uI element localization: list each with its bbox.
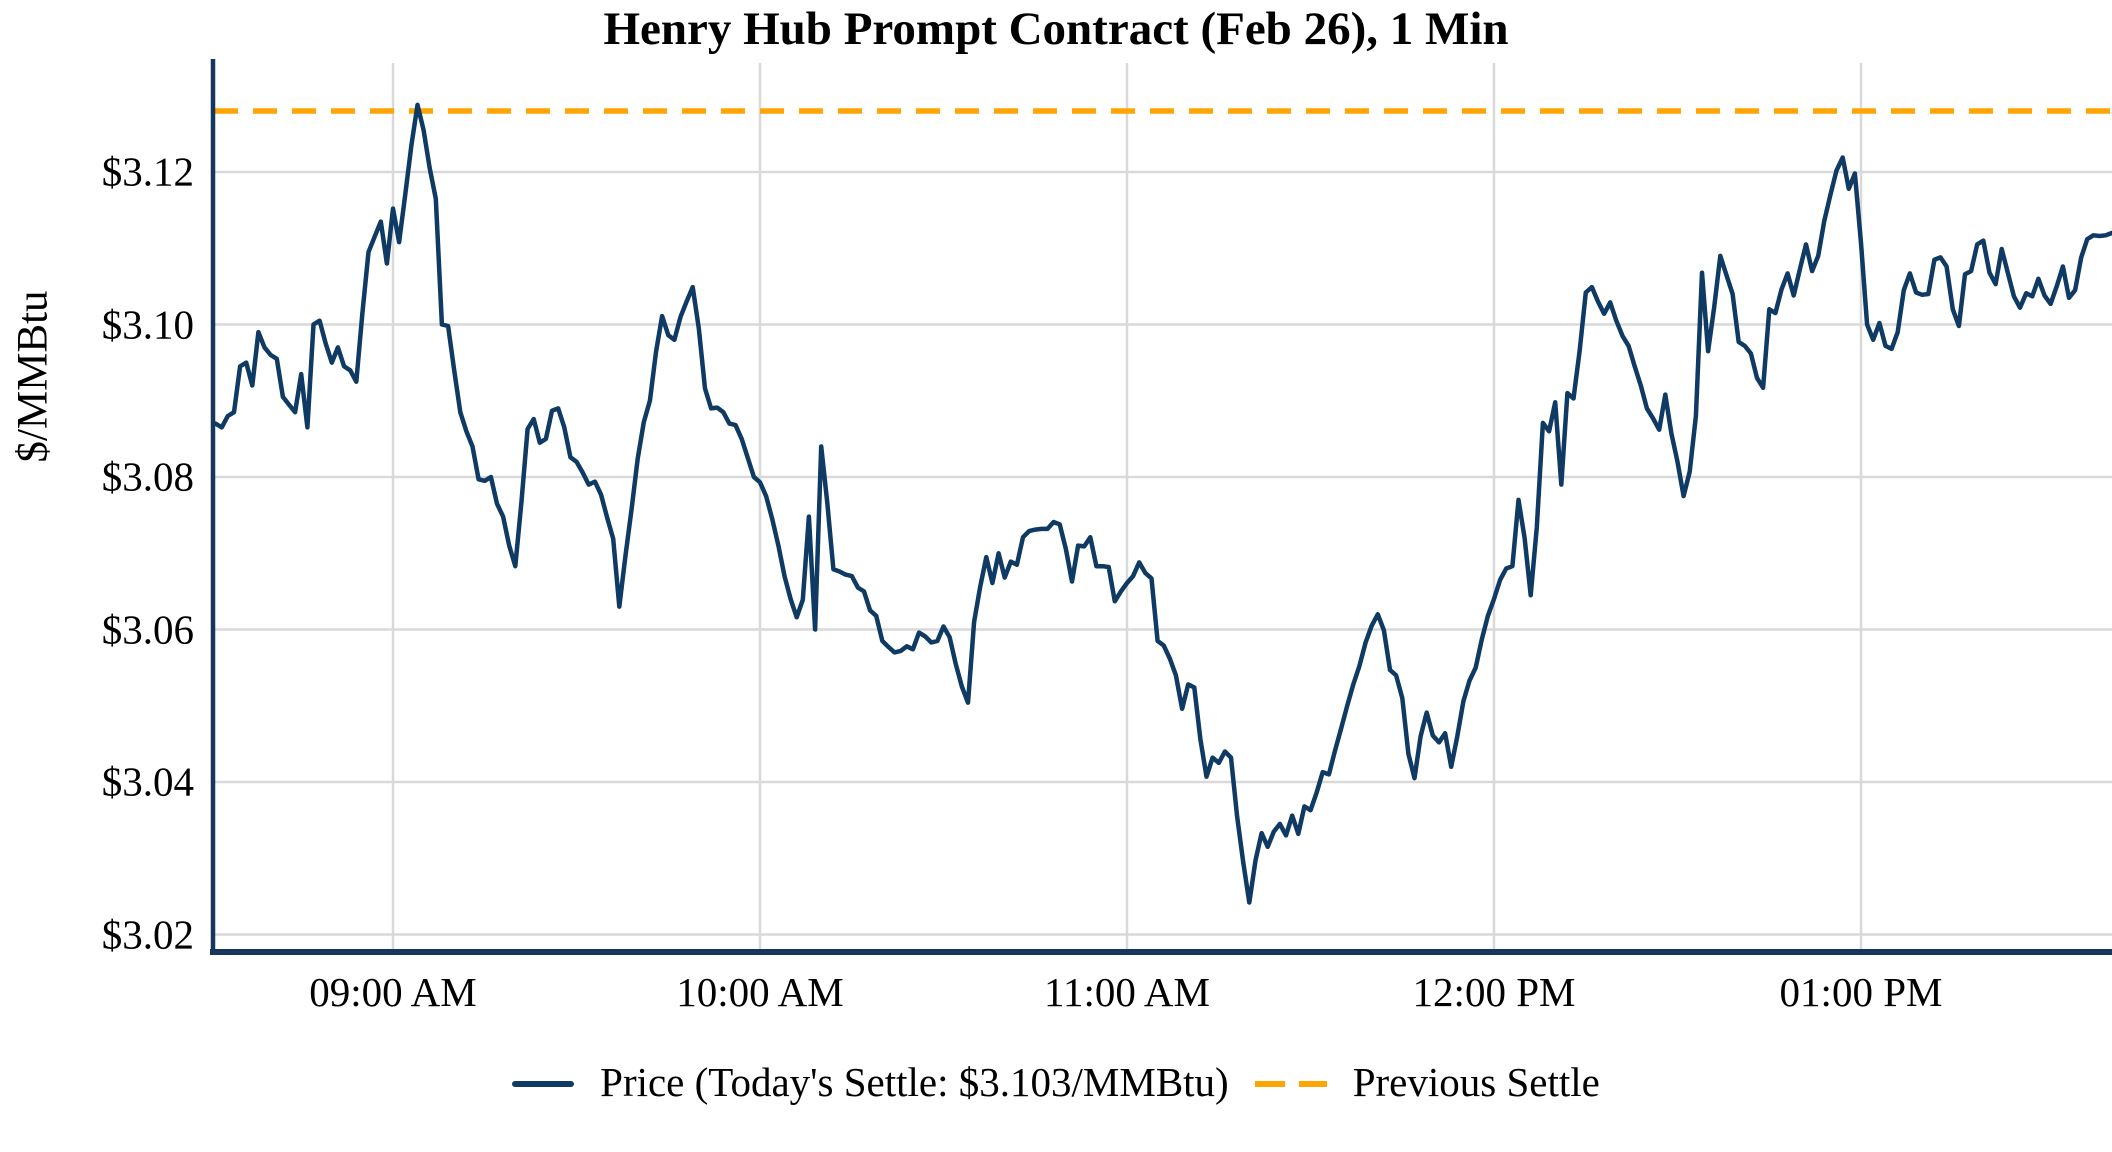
- y-tick-label: $3.04: [101, 758, 194, 805]
- chart-legend: Price (Today's Settle: $3.103/MMBtu) Pre…: [0, 1058, 2112, 1106]
- x-tick-label: 09:00 AM: [309, 969, 477, 1015]
- y-tick-label: $3.06: [101, 606, 194, 652]
- x-tick-label: 01:00 PM: [1779, 969, 1943, 1015]
- legend-price-label: Price (Today's Settle: $3.103/MMBtu): [600, 1059, 1229, 1105]
- y-tick-label: $3.08: [101, 453, 194, 500]
- price-line: [213, 102, 2112, 905]
- chart-title: Henry Hub Prompt Contract (Feb 26), 1 Mi…: [603, 3, 1509, 55]
- x-tick-label: 12:00 PM: [1412, 969, 1576, 1015]
- x-tick-label: 11:00 AM: [1044, 969, 1210, 1015]
- previous-settle-dash-swatch-icon: [1254, 1081, 1327, 1087]
- price-line-swatch-icon: [512, 1081, 575, 1087]
- y-tick-label: $3.12: [101, 148, 194, 195]
- y-tick-label: $3.02: [101, 911, 194, 957]
- legend-previous-settle-label: Previous Settle: [1352, 1059, 1600, 1105]
- y-tick-label: $3.10: [101, 301, 194, 347]
- x-tick-label: 10:00 AM: [676, 969, 844, 1015]
